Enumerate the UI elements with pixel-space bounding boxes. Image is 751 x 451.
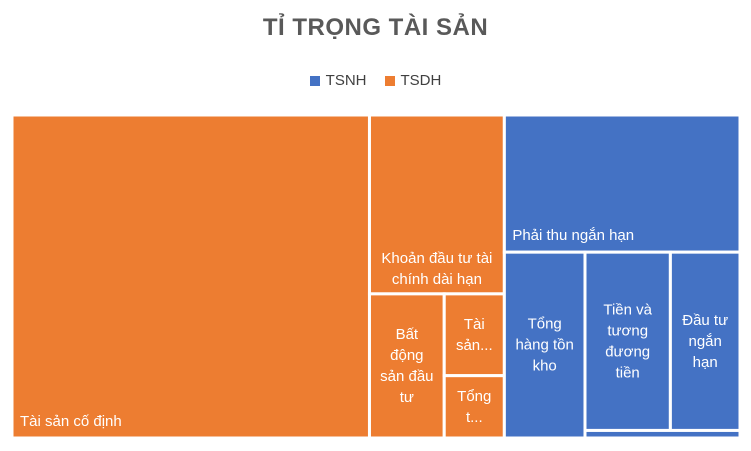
treemap-tile-tsnh-2	[583, 250, 672, 432]
treemap-label-tsdh-0: Tài sản cố định	[20, 413, 122, 430]
legend-label-tsdh: TSDH	[400, 72, 442, 89]
treemap-label-tsdh-4: Tổng t...	[457, 388, 491, 426]
treemap-label-tsdh-1: Khoản đầu tư tài chính dài hạn	[381, 250, 492, 288]
treemap-label-tsnh-1: Tổng hàng tồn kho	[515, 316, 573, 375]
chart-legend: TSNH TSDH	[0, 72, 751, 89]
treemap-tile-tsdh-0	[10, 113, 371, 440]
legend-entry-tsdh: TSDH	[384, 72, 442, 89]
legend-swatch-tsnh	[309, 75, 320, 86]
treemap-tile-tsdh-1	[367, 113, 506, 296]
treemap-label-tsnh-2: Tiền và tương đương tiền	[603, 301, 652, 381]
treemap-label-tsdh-3: Tài sản...	[456, 316, 493, 354]
treemap-tile-tsdh-2	[367, 292, 446, 440]
treemap-label-tsnh-3: Đầu tư ngắn hạn	[682, 312, 728, 371]
legend-entry-tsnh: TSNH	[309, 72, 367, 89]
chart-title: TỈ TRỌNG TÀI SẢN	[262, 14, 489, 41]
treemap-tile-tsnh-4	[583, 428, 742, 440]
treemap-tile-tsdh-4	[442, 374, 506, 440]
treemap-tile-tsnh-0	[502, 113, 742, 254]
legend-swatch-tsdh	[384, 75, 395, 86]
treemap-label-tsnh-0: Phải thu ngắn hạn	[512, 227, 634, 244]
treemap-tile-tsnh-3	[668, 250, 742, 432]
treemap-tile-tsdh-3	[442, 292, 506, 378]
treemap-tile-tsnh-1	[502, 250, 587, 440]
legend-label-tsnh: TSNH	[325, 72, 367, 89]
treemap-label-tsdh-2: Bất động sản đầu tư	[380, 326, 433, 406]
